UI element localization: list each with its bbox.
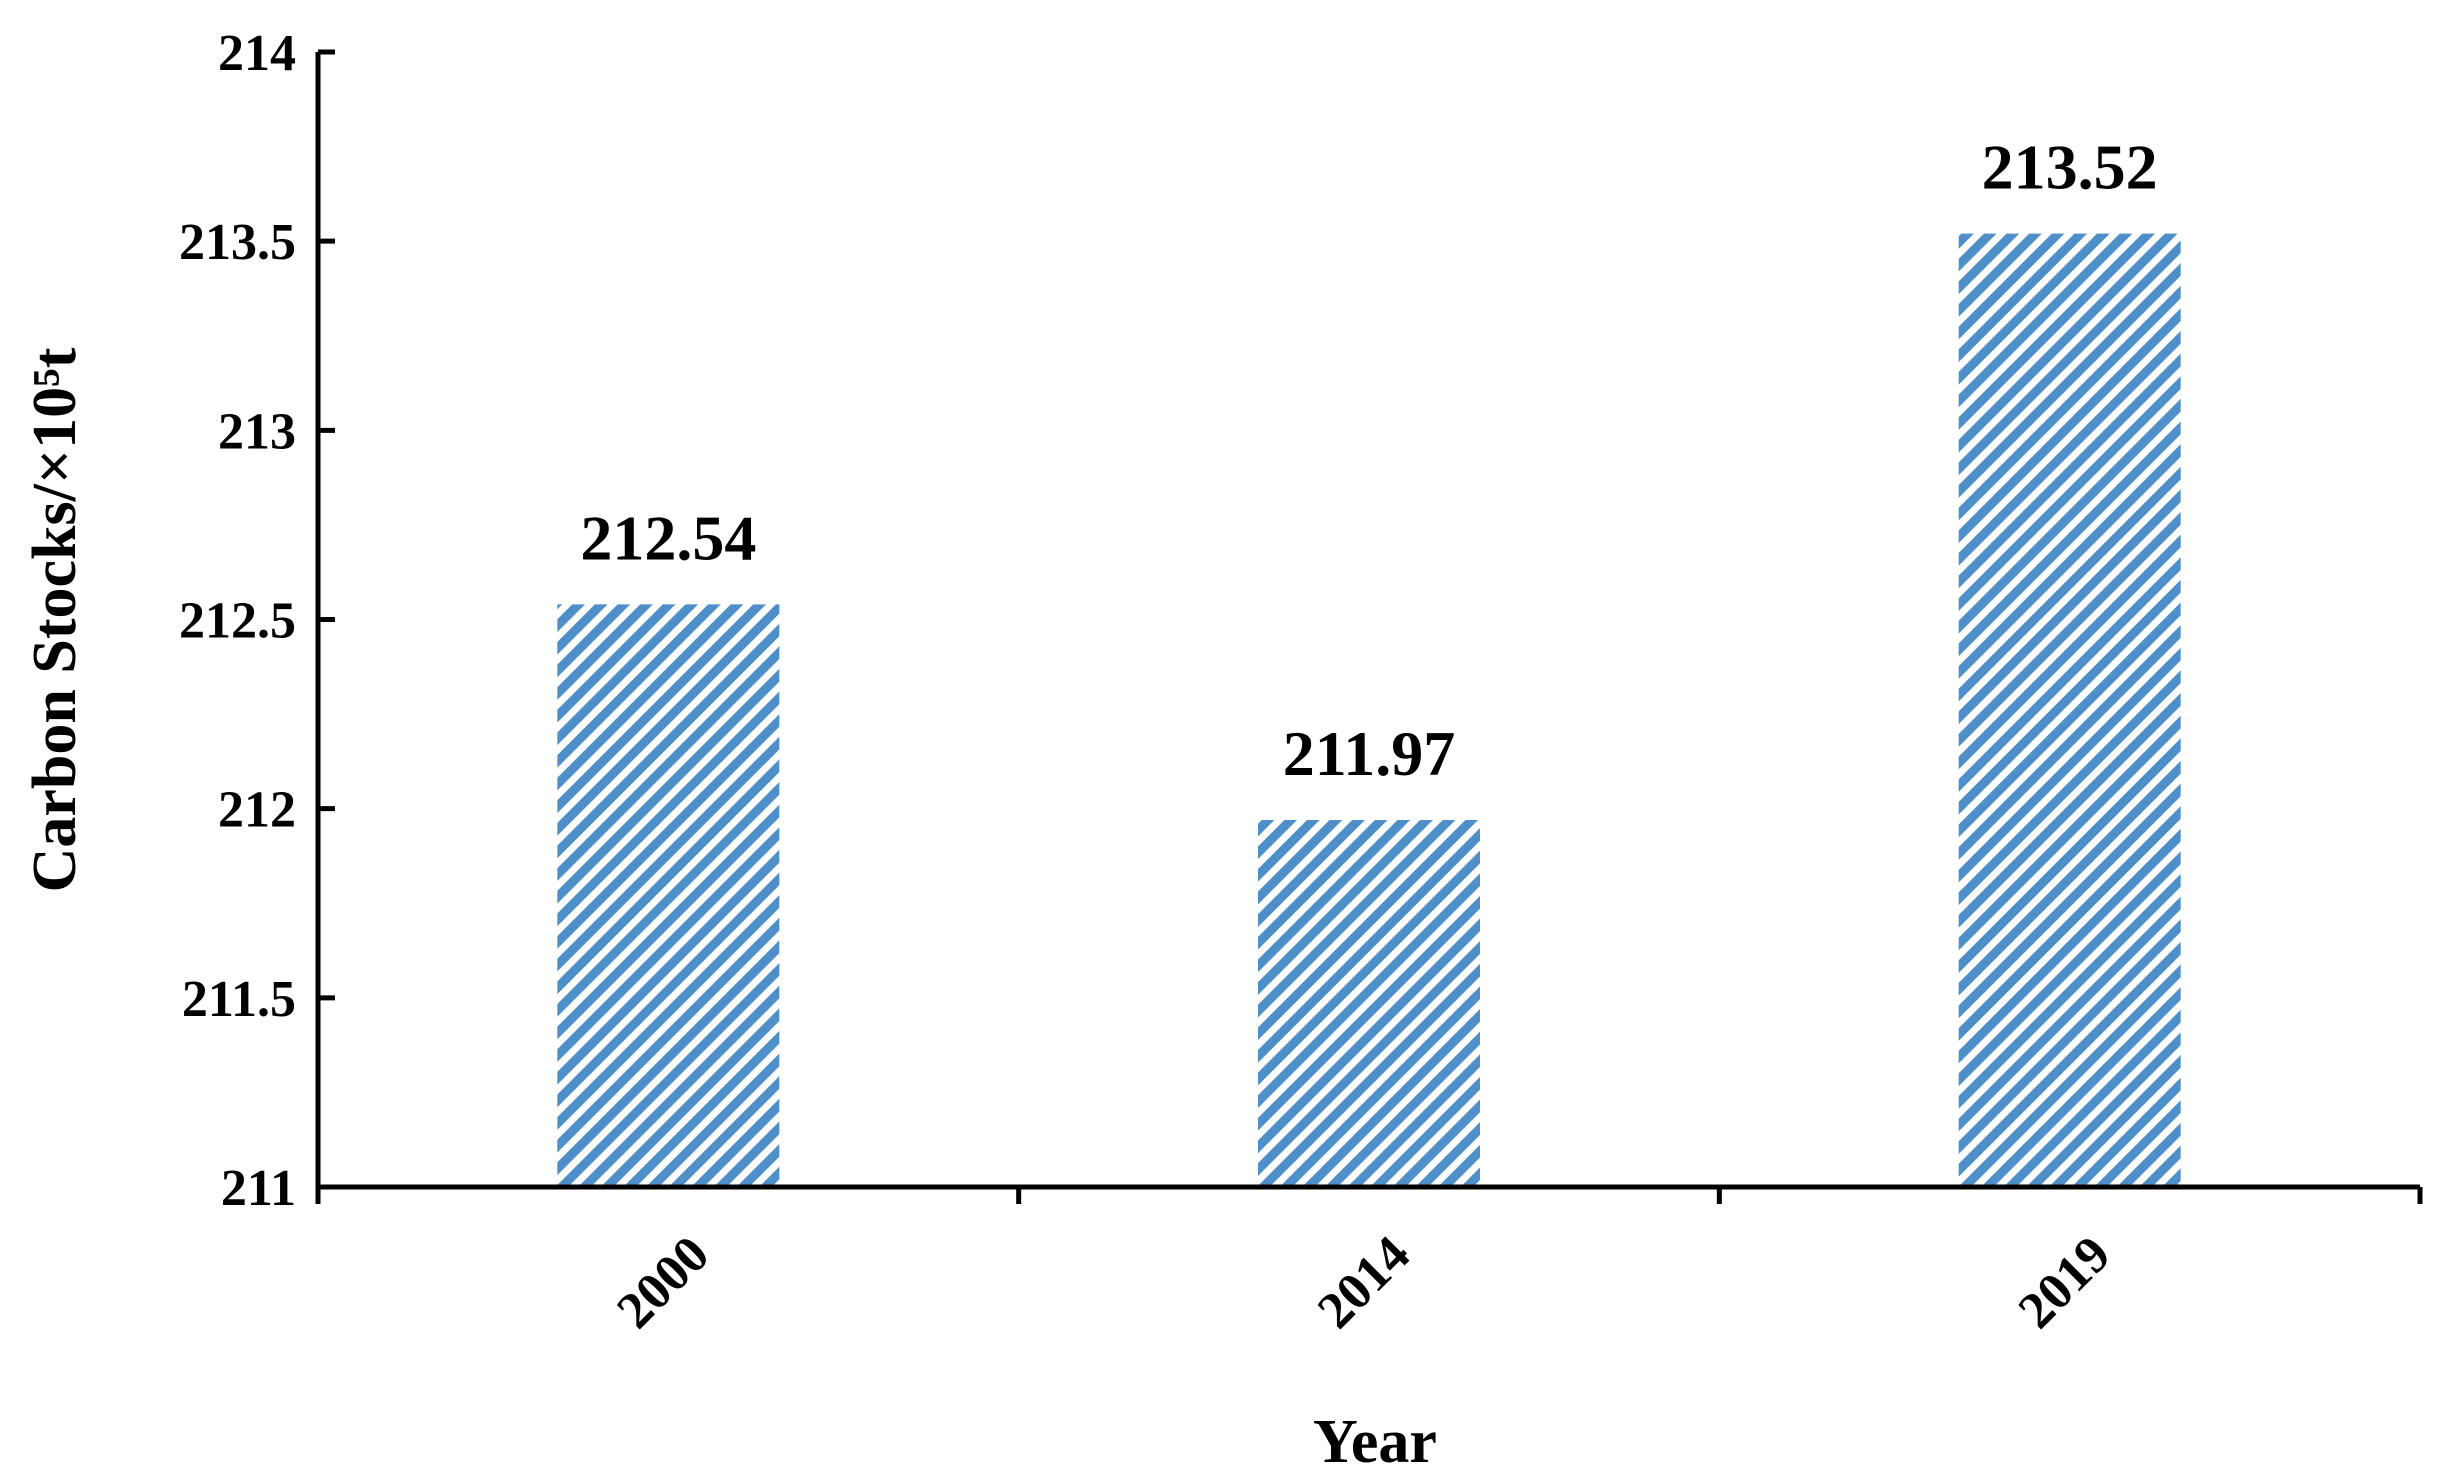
x-tick-label-2019: 2019 bbox=[2008, 1226, 2122, 1340]
y-tick-label: 211.5 bbox=[182, 971, 296, 1028]
y-tick-label: 212.5 bbox=[179, 593, 296, 650]
x-tick-label-2014: 2014 bbox=[1307, 1226, 1421, 1340]
data-labels-group: 212.54 211.97 213.52 bbox=[580, 132, 2157, 789]
x-axis-title: Year bbox=[1313, 1408, 1437, 1476]
data-label-2019: 213.52 bbox=[1982, 132, 2158, 203]
y-axis-title: Carbon Stocks/×10⁵t bbox=[21, 347, 89, 892]
x-axis-ticks: 2000 2014 2019 bbox=[315, 1187, 2423, 1340]
data-label-2000: 212.54 bbox=[580, 502, 756, 573]
x-tick-label-2000: 2000 bbox=[606, 1226, 720, 1340]
y-axis-ticks: 211 211.5 212 212.5 213 213.5 214 bbox=[179, 25, 335, 1217]
y-tick-label: 214 bbox=[218, 25, 296, 82]
y-tick-label: 212 bbox=[218, 782, 296, 839]
y-tick-label: 213 bbox=[218, 403, 296, 460]
bar-2019 bbox=[1958, 233, 2181, 1188]
y-tick-label: 211 bbox=[221, 1160, 296, 1217]
bars-group bbox=[557, 233, 2181, 1188]
bar-2000 bbox=[557, 604, 780, 1187]
data-label-2014: 211.97 bbox=[1283, 718, 1455, 789]
bar-2014 bbox=[1258, 820, 1480, 1187]
y-tick-label: 213.5 bbox=[179, 214, 296, 271]
